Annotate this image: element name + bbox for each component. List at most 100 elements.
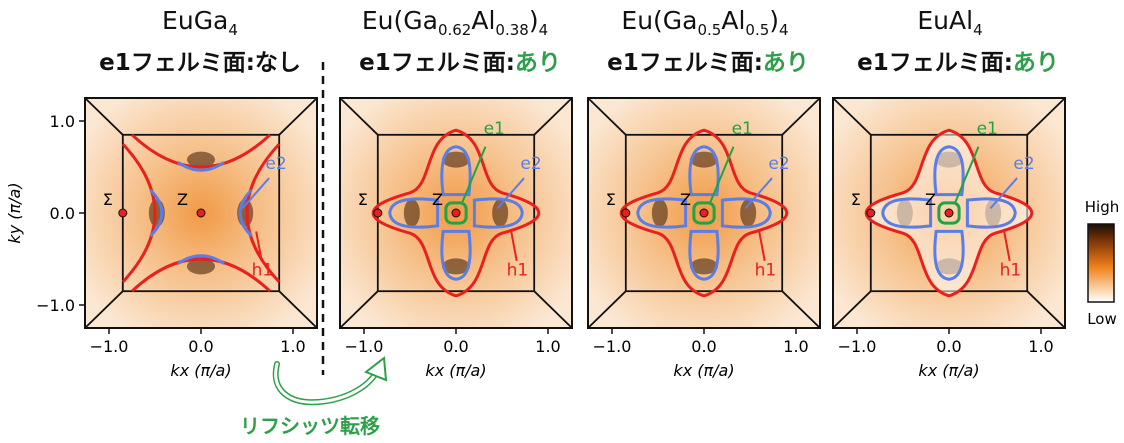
zone-corner-line [533,97,573,136]
fermi-panel-2: e1 e2 h1 Σ Z −1.0 0.0 1.0 kx (π/a) [339,97,573,380]
zone-corner-line [84,97,124,136]
e1-label: e1 [977,119,998,139]
e1-contour [444,201,468,225]
zone-corner-line [781,290,821,329]
x-axis-label: kx (π/a) [425,361,486,380]
e1-label: e1 [484,119,505,139]
h1-pointer [758,231,766,262]
e2-contour [177,161,225,172]
h1-label: h1 [755,261,777,281]
x-tick-label: 1.0 [280,337,305,356]
e2-contour [720,197,772,229]
z-point [196,208,206,218]
h1-contour [130,257,272,293]
colorbar-high: High [1085,198,1119,216]
h1-pointer [255,231,263,262]
e2-contour [238,188,253,238]
fermi-status-3: e1フェルミ面:あり [607,50,809,76]
h1-contour [245,142,281,284]
h1-contour [619,128,789,298]
zone-corner-line [1026,290,1066,329]
fermi-panel-1: e2 h1 Σ Z −1.0 0.0 1.0 kx (π/a) −1.0 0.0 1.0 ky (π/… [5,97,318,380]
h1-pointer [510,231,518,262]
e1-label: e1 [732,119,753,139]
y-tick-label: −1.0 [36,296,75,315]
fermi-panel-4: e1 e2 h1 Σ Z −1.0 0.0 1.0 kx (π/a) [832,97,1066,380]
z-label: Z [177,190,188,209]
e1-contour [692,201,716,225]
e1-pointer [954,146,980,203]
transition-label: リフシッツ転移 [240,414,380,438]
sigma-point [118,208,128,218]
intensity-spot [403,199,420,227]
sigma-label: Σ [851,190,861,209]
zone-corner-line [84,290,124,329]
e2-pointer [241,177,270,210]
h1-contour [130,133,272,169]
x-tick-label: 0.0 [443,337,468,356]
intensity-spot [187,258,215,275]
transition-arrow-head [364,356,388,382]
intensity-spot [442,151,470,168]
e2-label: e2 [520,154,541,174]
e2-contour [177,254,225,265]
zone-corner-line [587,290,627,329]
zone-corner-line [1026,97,1066,136]
e2-pointer [989,177,1018,210]
x-tick-label: 0.0 [691,337,716,356]
sigma-label: Σ [103,190,113,209]
colorbar-low: Low [1087,310,1117,328]
h1-contour [121,142,157,284]
y-tick-label: 0.0 [50,204,75,223]
panel-title-4: EuAl4 [917,6,983,39]
e2-contour [440,229,472,281]
zone-corner-line [587,97,627,136]
intensity-spot [651,199,668,227]
zone-corner-line [533,290,573,329]
h1-label: h1 [507,261,529,281]
x-axis-label: kx (π/a) [918,361,979,380]
e2-contour [636,197,688,229]
e2-pointer [496,177,525,210]
x-axis-label: kx (π/a) [170,361,231,380]
z-point [699,208,709,218]
x-axis-label: kx (π/a) [673,361,734,380]
zone-corner-line [781,97,821,136]
h1-label: h1 [252,261,274,281]
intensity-spot [740,199,757,227]
h1-pointer [1003,231,1011,262]
e2-contour [688,229,720,281]
sigma-point [866,208,876,218]
e2-pointer [744,177,773,210]
z-point [451,208,461,218]
e2-contour [688,145,720,197]
x-tick-label: 1.0 [1028,337,1053,356]
fermi-status-1: e1フェルミ面:なし [99,50,301,76]
e2-contour [965,197,1017,229]
zone-corner-line [339,290,379,329]
z-label: Z [680,190,691,209]
zone-corner-line [339,97,379,136]
x-tick-label: −1.0 [90,337,129,356]
x-tick-label: −1.0 [838,337,877,356]
z-label: Z [925,190,936,209]
e1-contour [937,201,961,225]
e2-contour [472,197,524,229]
fermi-panel-3: e1 e2 h1 Σ Z −1.0 0.0 1.0 kx (π/a) [587,97,821,380]
e2-contour [933,229,965,281]
e2-contour [933,145,965,197]
intensity-spot [492,199,509,227]
e2-label: e2 [768,154,789,174]
sigma-point [373,208,383,218]
e2-contour [881,197,933,229]
e2-contour [440,145,472,197]
zone-corner-line [832,97,872,136]
fermi-status-2: e1フェルミ面:あり [359,50,561,76]
x-tick-label: 0.0 [936,337,961,356]
zone-corner-line [278,290,318,329]
x-tick-label: −1.0 [593,337,632,356]
sigma-label: Σ [606,190,616,209]
panel-title-1: EuGa4 [162,6,238,39]
e1-pointer [709,146,735,203]
